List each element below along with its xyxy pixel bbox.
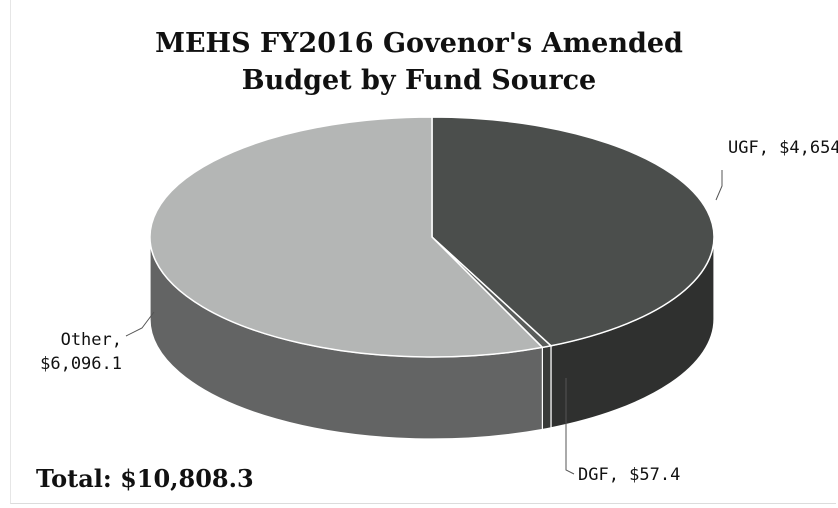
slice-label-dgf: DGF, $57.4 (578, 465, 680, 485)
chart-title-line-1: MEHS FY2016 Govenor's Amended (155, 28, 683, 59)
leader-line-other (125, 311, 155, 337)
chart-frame (10, 0, 836, 504)
pie-slice-ugf (431, 116, 715, 347)
pie-slice-other (149, 116, 544, 358)
chart-total: Total: $10,808.3 (36, 464, 254, 493)
slice-label-ugf: UGF, $4,654.8 (728, 138, 838, 158)
slice-label-other: Other, (61, 330, 122, 350)
pie-side-dgf (541, 345, 552, 431)
leader-line-dgf (565, 378, 575, 475)
chart-title-line-2: Budget by Fund Source (241, 65, 597, 96)
slice-value-other: $6,096.1 (40, 354, 122, 374)
leader-line-ugf (715, 170, 723, 201)
